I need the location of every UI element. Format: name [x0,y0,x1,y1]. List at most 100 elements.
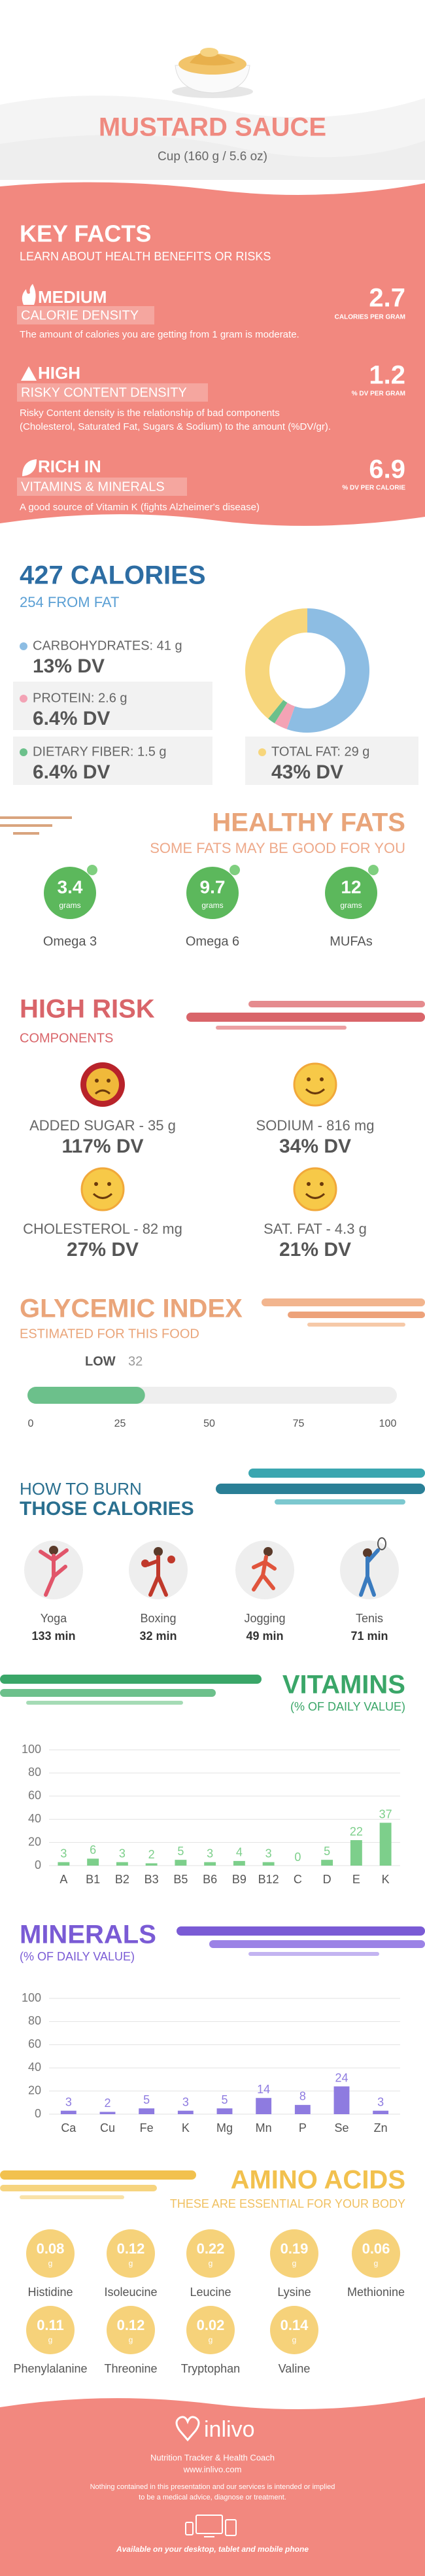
tennis-icon [340,1537,399,1599]
activity-time: 133 min [31,1629,75,1643]
value-label: 3 [119,1847,126,1860]
amino-name: Valine [279,2362,311,2375]
bar [139,2108,155,2114]
x-tick-label: 25 [114,1418,126,1429]
legend-dot [20,642,27,650]
x-tick-label: 50 [203,1418,215,1429]
amino-unit: g [48,2259,53,2268]
logo-heart [175,2416,200,2442]
bar [175,1860,187,1866]
section-title: HIGH RISK [20,995,155,1024]
y-tick-label: 20 [28,2083,41,2097]
x-tick-label: Ca [61,2121,76,2134]
value-label: 3 [65,2095,72,2108]
section-subtitle: THESE ARE ESSENTIAL FOR YOUR BODY [170,2197,405,2210]
activity-name: Tenis [356,1612,383,1625]
value-label: 2 [104,2097,110,2110]
x-tick-label: D [323,1873,332,1886]
fat-decor [368,865,379,875]
level: HIGH [38,363,80,383]
value-label: 3 [207,1847,213,1860]
gi-value: 32 [128,1354,143,1368]
bar [116,1862,128,1866]
x-tick-label: E [352,1873,360,1886]
flame-icon [22,284,36,305]
value-label: 5 [143,2093,150,2106]
legend-label: PROTEIN: 2.6 g [33,691,128,705]
legend-dot [20,695,27,703]
section-title: KEY FACTS [20,220,151,247]
bar [256,2098,272,2114]
amino-circle [26,2229,75,2278]
risk-label: CHOLESTEROL - 82 mg [23,1221,182,1237]
section-subtitle: (% OF DAILY VALUE) [290,1700,405,1713]
amino-value: 0.06 [362,2240,390,2257]
x-tick-label: 75 [293,1418,305,1429]
amino-unit: g [48,2335,53,2344]
header-wave [0,135,425,180]
fact-description: A good source of Vitamin K (fights Alzhe… [20,502,260,513]
legend-box [13,682,212,730]
gi-fill [27,1387,145,1404]
activity-name: Boxing [140,1612,176,1625]
amino-circle [186,2229,235,2278]
section-title: MINERALS [20,1921,156,1949]
smile-face-icon [293,1062,337,1107]
section-title: GLYCEMIC INDEX [20,1295,243,1323]
bar [145,1863,158,1866]
amino-circle [352,2229,400,2278]
stripes [0,816,72,835]
amino-name: Leucine [190,2286,231,2299]
donut-segment [268,700,288,723]
section-title: AMINO ACIDS [231,2166,405,2195]
activity-name: Jogging [244,1612,285,1625]
url: www.inlivo.com [183,2464,242,2474]
legend-label: CARBOHYDRATES: 41 g [33,638,182,653]
risk-dv: 34% DV [279,1136,351,1157]
fact-label: VITAMINS & MINERALS [21,479,165,494]
tagline: Nutrition Tracker & Health Coach [150,2452,275,2462]
bar [333,2086,350,2114]
y-tick-label: 80 [28,2014,41,2027]
y-tick-label: 80 [28,1766,41,1779]
amino-value: 0.22 [197,2240,225,2257]
fat-name: MUFAs [330,934,373,949]
stripes [262,1298,425,1327]
value-label: 3 [182,2095,189,2108]
x-tick-label: B2 [115,1873,129,1886]
risk-dv: 21% DV [279,1239,351,1261]
value-label: 5 [221,2093,228,2106]
fat-decor [87,865,97,875]
section-title: HOW TO BURN [20,1479,142,1499]
fat-value: 3.4 [58,877,83,897]
stripes [0,1675,262,1705]
fact-description: The amount of calories you are getting f… [20,329,299,340]
risk-label: ADDED SUGAR - 35 g [29,1117,176,1134]
fact-value: 6.9 [369,455,405,484]
section-subtitle: (% OF DAILY VALUE) [20,1950,135,1963]
amino-name: Histidine [27,2286,73,2299]
fact-label: CALORIE DENSITY [21,308,139,322]
fat-value: 9.7 [200,877,226,897]
value-label: 5 [177,1845,184,1858]
value-label: 3 [265,1847,272,1860]
fat-unit: grams [201,901,223,910]
level: RICH IN [38,457,101,476]
amino-unit: g [209,2259,213,2268]
section-title: 427 CALORIES [20,561,206,590]
label-band [17,306,154,324]
bar [87,1858,99,1866]
amino-value: 0.12 [117,2240,145,2257]
amino-name: Lysine [277,2286,311,2299]
amino-name: Methionine [347,2286,405,2299]
jogging-icon [235,1540,294,1599]
x-tick-label: A [60,1873,67,1886]
fact-description: (Cholesterol, Saturated Fat, Sugars & So… [20,421,331,432]
bar [99,2112,116,2114]
availability: Available on your desktop, tablet and mo… [116,2545,309,2554]
fact-label: RISKY CONTENT DENSITY [21,385,187,400]
fat-circle [325,867,377,919]
x-tick-label: Fe [140,2121,154,2134]
section-title: HEALTHY FATS [212,809,405,837]
